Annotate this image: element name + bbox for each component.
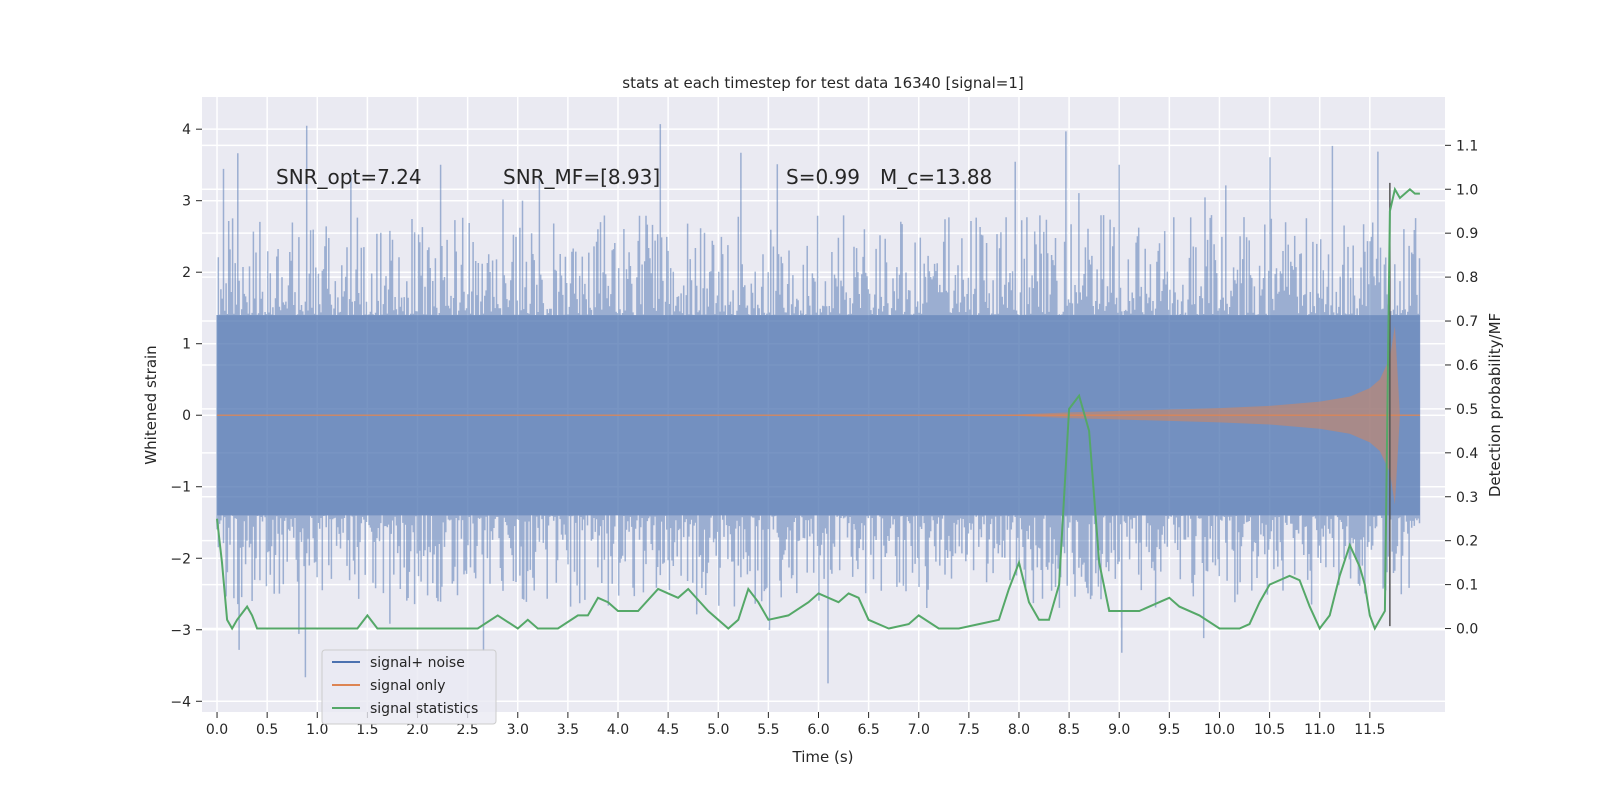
x-tick-label: 0.5 [256,722,278,738]
y-tick-label: −4 [170,694,191,710]
x-tick-label: 5.5 [757,722,779,738]
x-tick-label: 4.5 [657,722,679,738]
y-tick-label: −2 [170,551,191,567]
y2-tick-label: 0.7 [1456,314,1478,330]
x-axis-ticks: 0.0 0.5 1.0 1.5 2.0 2.5 3.0 3.5 4.0 4.5 5.0 5.5 6.0 6… [206,712,1385,738]
y-axis-ticks: −4 −3 −2 −1 0 1 2 3 4 [170,122,202,710]
x-tick-label: 3.5 [557,722,579,738]
x-tick-label: 0.0 [206,722,228,738]
x-tick-label: 2.5 [457,722,479,738]
y2-axis-label: Detection probability/MF [1486,313,1504,497]
x-tick-label: 11.5 [1354,722,1385,738]
y-tick-label: 0 [182,408,191,424]
x-tick-label: 10.5 [1254,722,1285,738]
y2-tick-label: 0.2 [1456,534,1478,550]
x-axis-label: Time (s) [792,748,854,766]
x-tick-label: 4.0 [607,722,629,738]
y2-tick-label: 0.0 [1456,622,1478,638]
y2-tick-label: 0.9 [1456,226,1478,242]
x-tick-label: 8.0 [1008,722,1030,738]
legend-label-signal-statistics: signal statistics [370,701,478,717]
x-tick-label: 2.0 [406,722,428,738]
y-tick-label: −3 [170,623,191,639]
annotation-snr-opt: SNR_opt=7.24 [276,165,422,189]
y2-axis-ticks: 0.0 0.1 0.2 0.3 0.4 0.5 0.6 0.7 0.8 0.9 1.0 1.1 [1445,138,1478,638]
x-tick-label: 1.0 [306,722,328,738]
legend-label-signal-noise: signal+ noise [370,655,465,671]
chart-title: stats at each timestep for test data 163… [622,74,1023,92]
annotation-snr-mf: SNR_MF=[8.93] [503,165,660,189]
y-tick-label: 1 [182,337,191,353]
series-signal-statistics-line [216,186,1420,631]
annotation-mc-value: M_c=13.88 [880,165,992,189]
y-tick-label: 2 [182,265,191,281]
y2-tick-label: 0.6 [1456,358,1478,374]
x-tick-label: 9.5 [1158,722,1180,738]
legend: signal+ noise signal only signal statist… [321,649,497,725]
y2-tick-label: 0.4 [1456,446,1478,462]
x-tick-label: 9.0 [1108,722,1130,738]
x-tick-label: 3.0 [507,722,529,738]
y-axis-label: Whitened strain [142,345,160,464]
y2-tick-label: 0.5 [1456,402,1478,418]
legend-box [321,649,497,725]
x-tick-label: 8.5 [1058,722,1080,738]
x-tick-label: 1.5 [356,722,378,738]
y2-tick-label: 1.1 [1456,138,1478,154]
y-tick-label: 4 [182,122,191,138]
x-tick-label: 6.5 [857,722,879,738]
x-tick-label: 7.5 [958,722,980,738]
x-tick-label: 10.0 [1204,722,1235,738]
legend-label-signal-only: signal only [370,678,445,694]
x-tick-label: 6.0 [807,722,829,738]
y2-tick-label: 0.1 [1456,578,1478,594]
y-tick-label: −1 [170,480,191,496]
y-tick-label: 3 [182,194,191,210]
annotation-s-value: S=0.99 [786,165,860,189]
x-tick-label: 11.0 [1304,722,1335,738]
y2-tick-label: 0.8 [1456,270,1478,286]
x-tick-label: 7.0 [908,722,930,738]
y2-tick-label: 1.0 [1456,182,1478,198]
y2-tick-label: 0.3 [1456,490,1478,506]
x-tick-label: 5.0 [707,722,729,738]
